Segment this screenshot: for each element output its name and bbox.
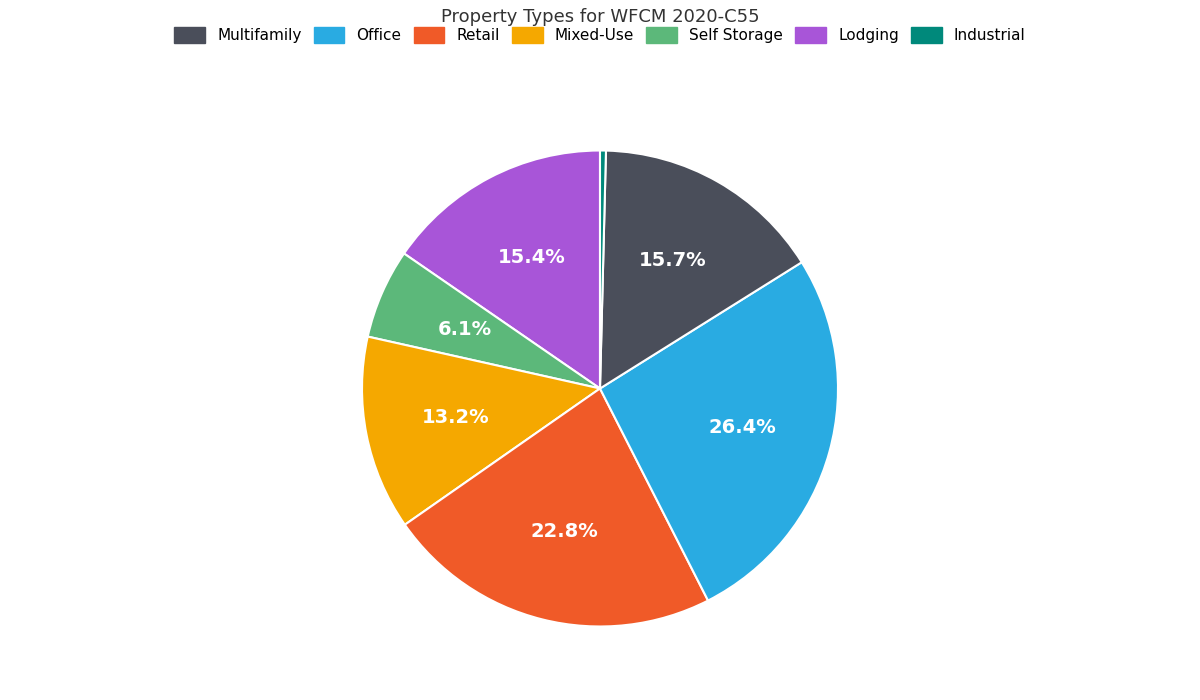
Text: 15.7%: 15.7% [640, 251, 707, 270]
Wedge shape [600, 262, 838, 601]
Text: 6.1%: 6.1% [438, 320, 492, 339]
Wedge shape [600, 150, 802, 389]
Wedge shape [600, 150, 606, 389]
Text: 13.2%: 13.2% [421, 407, 490, 426]
Text: 15.4%: 15.4% [498, 248, 565, 267]
Title: Property Types for WFCM 2020-C55: Property Types for WFCM 2020-C55 [440, 8, 760, 26]
Wedge shape [404, 389, 708, 626]
Legend: Multifamily, Office, Retail, Mixed-Use, Self Storage, Lodging, Industrial: Multifamily, Office, Retail, Mixed-Use, … [168, 21, 1032, 50]
Wedge shape [404, 150, 600, 389]
Text: 26.4%: 26.4% [708, 419, 776, 438]
Wedge shape [362, 337, 600, 525]
Wedge shape [367, 253, 600, 389]
Text: 22.8%: 22.8% [530, 522, 598, 541]
